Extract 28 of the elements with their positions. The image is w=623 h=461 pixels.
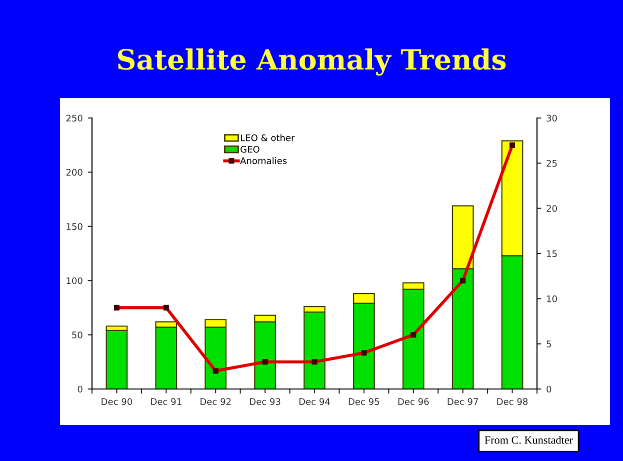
y2-tick-label: 5	[546, 340, 551, 348]
x-tick-label: Dec 93	[250, 398, 280, 406]
text: From C. Kunstadter	[484, 436, 573, 444]
y2-tick-label: 25	[546, 160, 557, 167]
y-tick-label: 50	[72, 332, 82, 338]
x-tick-label: Dec 90	[102, 398, 132, 406]
y-tick-label: 150	[66, 223, 82, 230]
y2-tick-label: 15	[547, 250, 557, 258]
x-tick-label: Dec 98	[497, 398, 528, 406]
x-tick-label: Dec 97	[448, 398, 478, 406]
legend-label: GEO	[240, 146, 260, 153]
y2-tick-label: 10	[547, 295, 557, 302]
y2-tick-label: 20	[546, 205, 557, 212]
x-tick-label: Dec 95	[348, 398, 380, 406]
bar	[106, 330, 128, 389]
x-tick-label: Dec 94	[299, 398, 330, 406]
y-tick-label: 200	[66, 168, 82, 176]
legend-label: Anomalies	[240, 157, 287, 164]
legend-label: LEO & other	[240, 134, 295, 142]
y2-tick-label: 30	[546, 114, 557, 122]
y-tick-label: 100	[66, 277, 82, 284]
y-tick-label: 250	[66, 114, 82, 122]
y2-tick-label: 0	[546, 386, 552, 393]
x-tick-label: Dec 91	[151, 398, 182, 406]
chart-title: Satellite Anomaly Trends	[118, 48, 506, 76]
x-tick-label: Dec 96	[398, 398, 429, 406]
x-tick-label: Dec 92	[200, 398, 231, 406]
y-tick-label: 0	[78, 386, 82, 393]
